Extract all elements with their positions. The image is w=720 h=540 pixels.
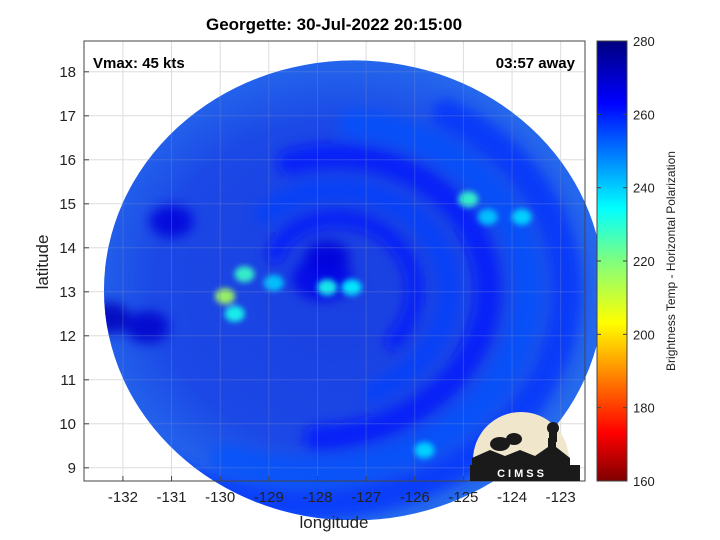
rain-band: [210, 108, 543, 487]
warm-feature: [224, 305, 245, 322]
cold-feature: [103, 302, 131, 335]
axes-box: [83, 40, 586, 482]
y-tick-label: 17: [59, 108, 76, 125]
cold-features: [103, 205, 350, 343]
colorbar-ticks: 160 180 200 220 240 260 280: [597, 34, 655, 489]
logo-banner: [470, 465, 580, 481]
logo-tank: [547, 422, 559, 434]
chart-title: Georgette: 30-Jul-2022 20:15:00: [206, 15, 462, 34]
x-tick-label: -125: [448, 489, 478, 506]
x-tick-label: -132: [108, 489, 138, 506]
warm-feature: [317, 279, 338, 296]
warm-feature: [477, 209, 498, 225]
x-tick-label: -124: [497, 489, 527, 506]
colorbar-label: Brightness Temp - Horizontal Polarizatio…: [664, 151, 678, 371]
y-tick-label: 14: [59, 240, 76, 257]
y-axis-label: latitude: [33, 235, 52, 290]
colorbar-tick-label: 200: [633, 327, 655, 342]
colorbar-tick-label: 180: [633, 401, 655, 416]
colorbar: 160 180 200 220 240 260 280 Brightness Temp - …: [596, 34, 678, 489]
warm-feature: [341, 279, 362, 296]
y-tick-label: 9: [68, 460, 76, 477]
warm-feature: [215, 288, 236, 305]
colorbar-tick-label: 260: [633, 107, 655, 122]
colorbar-tick-label: 160: [633, 474, 655, 489]
y-axis: 9 10 11 12 13 14 15 16 17 18: [59, 64, 89, 477]
rain-band: [266, 209, 425, 351]
logo-text: CIMSS: [497, 468, 547, 480]
logo-dish-right: [506, 433, 522, 445]
warm-features: [215, 191, 532, 459]
colorbar-tick-label: 240: [633, 181, 655, 196]
cimss-logo: CIMSS: [470, 412, 580, 481]
y-tick-label: 12: [59, 328, 76, 345]
y-tick-label: 10: [59, 416, 76, 433]
x-tick-label: -123: [546, 489, 576, 506]
colorbar-tick-label: 220: [633, 254, 655, 269]
y-tick-label: 18: [59, 64, 76, 81]
warm-feature: [511, 209, 532, 225]
colorbar-tick-label: 280: [633, 34, 655, 49]
logo-tower: [549, 428, 557, 442]
x-tick-label: -130: [205, 489, 235, 506]
rain-band: [277, 143, 502, 452]
x-tick-label: -129: [254, 489, 284, 506]
x-tick-label: -126: [400, 489, 430, 506]
cold-feature: [149, 205, 194, 238]
y-tick-label: 16: [59, 152, 76, 169]
logo-skyline: [472, 438, 570, 470]
x-axis-label: longitude: [299, 513, 368, 532]
cold-feature: [305, 240, 350, 273]
warm-feature: [234, 266, 255, 283]
warm-feature: [414, 442, 435, 459]
logo-dish-left: [490, 437, 510, 451]
warm-feature: [458, 191, 479, 208]
time-away-annotation: 03:57 away: [496, 55, 576, 72]
colorbar-scale: [596, 40, 628, 482]
x-tick-label: -127: [351, 489, 381, 506]
x-tick-label: -131: [157, 489, 187, 506]
vmax-annotation: Vmax: 45 kts: [93, 55, 185, 72]
y-tick-label: 13: [59, 284, 76, 301]
warm-feature: [263, 275, 284, 291]
x-tick-label: -128: [302, 489, 332, 506]
rain-band: [255, 178, 461, 403]
y-tick-label: 15: [59, 196, 76, 213]
cold-feature: [125, 311, 170, 343]
y-tick-label: 11: [60, 372, 76, 389]
x-axis: -132 -131 -130 -129 -128 -127 -126 -125 -124 -123: [108, 476, 576, 506]
plot-area: -132 -131 -130 -129 -128 -127 -126 -125 -124 -123…: [33, 40, 604, 532]
